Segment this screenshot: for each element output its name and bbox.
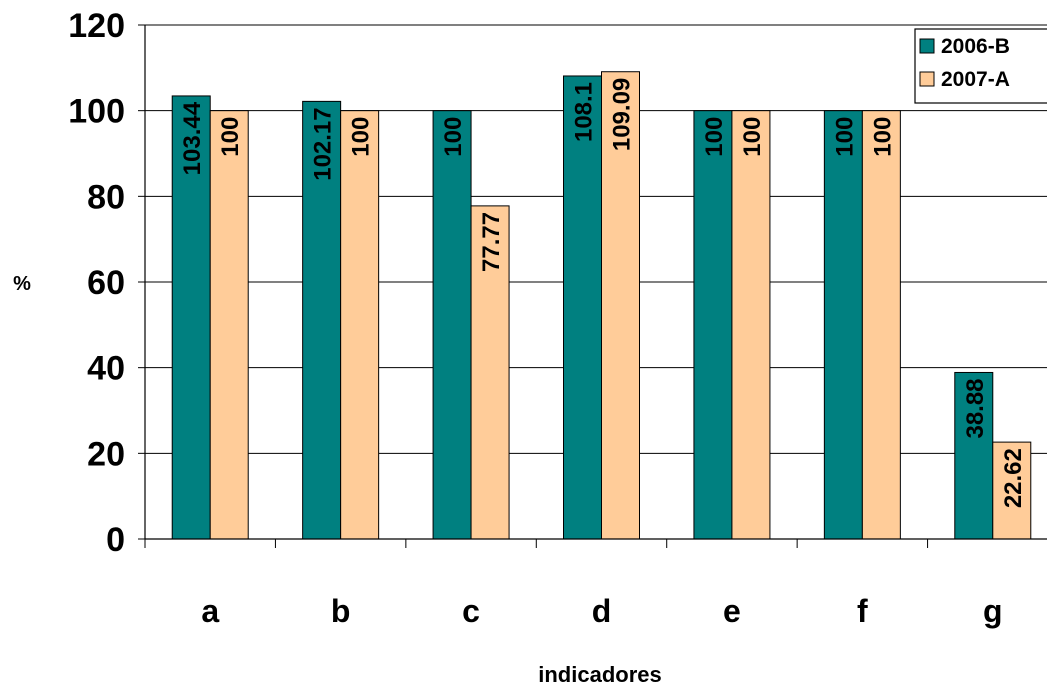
data-label: 109.09 bbox=[609, 78, 636, 151]
bar-2006-B-d bbox=[563, 75, 602, 540]
data-label: 100 bbox=[701, 117, 728, 157]
y-tick-label: 20 bbox=[87, 435, 125, 473]
x-tick-label: e bbox=[723, 593, 741, 629]
y-tick-label: 80 bbox=[87, 178, 125, 216]
data-label: 38.88 bbox=[962, 378, 989, 438]
bar-2007-A-e bbox=[731, 110, 771, 540]
data-label: 108.1 bbox=[571, 82, 598, 142]
data-label: 100 bbox=[440, 117, 467, 157]
bar-2006-B-c bbox=[432, 110, 472, 540]
bar-2007-A-f bbox=[861, 110, 901, 540]
bar-2007-A-d bbox=[601, 71, 640, 540]
legend-swatch bbox=[919, 38, 935, 54]
y-tick-label: 60 bbox=[87, 264, 125, 302]
data-label: 100 bbox=[217, 117, 244, 157]
legend: 2006-B 2007-A bbox=[914, 28, 1047, 104]
axes: 0 20 40 60 80 100 120 a b c d e f g bbox=[68, 7, 1047, 629]
x-tick-label: g bbox=[983, 593, 1003, 629]
legend-swatch bbox=[919, 71, 935, 87]
bars bbox=[171, 71, 1032, 540]
data-label: 77.77 bbox=[478, 212, 505, 272]
legend-box bbox=[914, 28, 1047, 104]
x-tick-label: d bbox=[592, 593, 612, 629]
y-tick-label: 120 bbox=[68, 7, 125, 45]
x-axis-label: indicadores bbox=[538, 662, 661, 687]
bar-2007-A-g bbox=[992, 441, 1032, 540]
data-label: 22.62 bbox=[1000, 448, 1027, 508]
data-label: 102.17 bbox=[310, 107, 337, 180]
bar-2007-A-c bbox=[470, 205, 510, 540]
data-labels: 103.44 102.17 100 108.1 100 100 38.88 100 100 77.… bbox=[179, 78, 1027, 508]
x-tick-label: f bbox=[857, 593, 868, 629]
data-label: 100 bbox=[348, 117, 375, 157]
data-label: 100 bbox=[739, 117, 766, 157]
bar-2007-A-b bbox=[340, 110, 380, 540]
x-tick-label: a bbox=[201, 593, 219, 629]
data-label: 103.44 bbox=[179, 101, 206, 175]
x-tick-label: b bbox=[331, 593, 351, 629]
y-tick-label: 40 bbox=[87, 350, 125, 388]
bar-2006-B-e bbox=[693, 110, 733, 540]
bar-2007-A-a bbox=[209, 110, 249, 540]
x-tick-label: c bbox=[462, 593, 480, 629]
y-tick-label: 0 bbox=[106, 521, 125, 559]
data-label: 100 bbox=[831, 117, 858, 157]
y-tick-label: 100 bbox=[68, 93, 125, 131]
bar-2006-B-f bbox=[823, 110, 863, 540]
legend-label: 2006-B bbox=[941, 35, 1010, 58]
data-label: 100 bbox=[869, 117, 896, 157]
y-axis-label: % bbox=[13, 273, 31, 295]
legend-label: 2007-A bbox=[941, 68, 1010, 91]
